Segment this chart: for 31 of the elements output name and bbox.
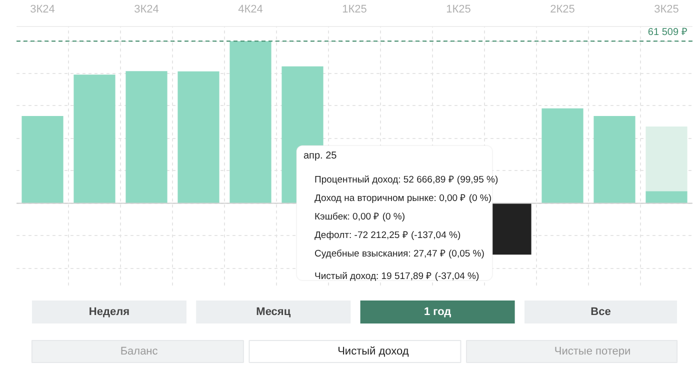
text: Баланс <box>120 346 158 358</box>
x-tick-label: 2К25 <box>550 4 575 16</box>
x-tick-label: 1К25 <box>342 4 367 16</box>
bar <box>126 71 168 204</box>
text: Месяц <box>256 306 291 318</box>
bar <box>542 108 584 204</box>
x-tick-label: 3К24 <box>30 4 55 16</box>
x-tick-label: 4К24 <box>238 4 263 16</box>
text: Неделя <box>88 306 130 318</box>
text: Все <box>590 306 611 318</box>
bar <box>22 116 64 204</box>
annotation: Кэшбек: 0,00 ₽ (0 %) <box>314 212 406 222</box>
bar <box>646 191 688 204</box>
annotation: Процентный доход: 52 666,89 ₽ (99,95 %) <box>314 174 498 186</box>
annotation: Доход на вторичном рынке: 0,00 ₽ (0 %) <box>314 193 492 204</box>
x-tick-label: 1К25 <box>446 4 471 16</box>
bar <box>178 71 220 204</box>
bar <box>646 126 688 192</box>
ref-line-label: 61 509 ₽ <box>648 27 688 38</box>
annotation: апр. 25 <box>304 150 338 162</box>
x-tick-label: 3К24 <box>134 4 159 16</box>
annotation: Судебные взыскания: 27,47 ₽ (0,05 %) <box>314 248 484 260</box>
text: Чистые потери <box>554 346 631 358</box>
bar <box>74 74 116 204</box>
bar <box>230 41 272 204</box>
text: Чистый доход: 19 517,89 ₽ (-37,04 %) <box>314 271 480 282</box>
bar <box>594 116 636 204</box>
annotation: Дефолт: -72 212,25 ₽ (-137,04 %) <box>314 230 461 241</box>
x-tick-label: 3К25 <box>654 4 679 16</box>
text: 1 год <box>424 306 452 318</box>
text: Чистый доход <box>338 346 410 358</box>
